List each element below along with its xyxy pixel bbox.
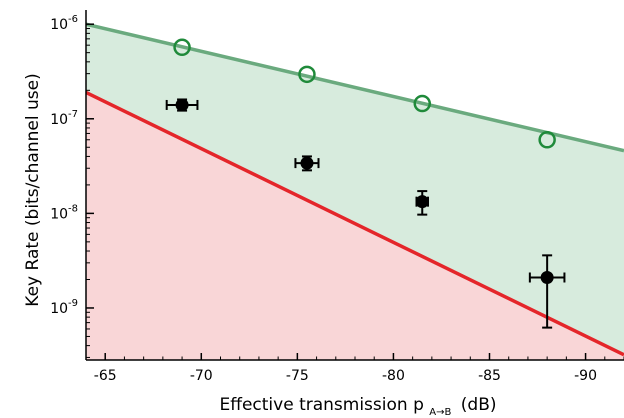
upper-bound-region — [86, 24, 624, 355]
y-tick-label: 10-8 — [50, 203, 78, 222]
filled-circle-point — [415, 195, 429, 209]
x-axis-label-subscript: A→B — [429, 407, 451, 418]
x-axis-label-unit: (dB) — [461, 395, 497, 415]
open-circle-point — [413, 94, 431, 113]
x-tick-label: -80 — [382, 368, 405, 384]
y-tick-base: 10 — [50, 112, 68, 128]
y-tick-label: 10-6 — [50, 14, 78, 33]
y-tick-exponent: -7 — [68, 109, 78, 120]
y-tick-exponent: -6 — [68, 14, 78, 25]
filled-circle-point — [175, 98, 189, 112]
y-tick-base: 10 — [50, 17, 68, 33]
x-tick-label: -75 — [286, 368, 309, 384]
plot-area — [86, 22, 624, 360]
x-axis-label: Effective transmission p A→B (dB) — [220, 395, 497, 418]
y-tick-exponent: -9 — [68, 298, 78, 309]
x-tick-label: -85 — [478, 368, 501, 384]
x-tick-label: -90 — [574, 368, 597, 384]
y-tick-label: 10-9 — [50, 298, 78, 317]
x-tick-label: -70 — [190, 368, 213, 384]
y-axis-label: Key Rate (bits/channel use) — [23, 73, 43, 306]
y-tick-base: 10 — [50, 301, 68, 317]
filled-circle-point — [300, 156, 314, 170]
open-circle-point — [173, 38, 191, 57]
y-tick-base: 10 — [50, 206, 68, 222]
x-tick-label: -65 — [94, 368, 117, 384]
filled-circle-point — [540, 270, 554, 284]
x-axis-label-main: Effective transmission p — [220, 395, 424, 415]
plot-content — [86, 22, 624, 360]
y-tick-label: 10-7 — [50, 109, 78, 128]
open-circle-point — [298, 65, 316, 84]
y-tick-exponent: -8 — [68, 203, 78, 214]
open-circle-point — [538, 131, 556, 149]
lower-bound-line — [86, 90, 624, 357]
